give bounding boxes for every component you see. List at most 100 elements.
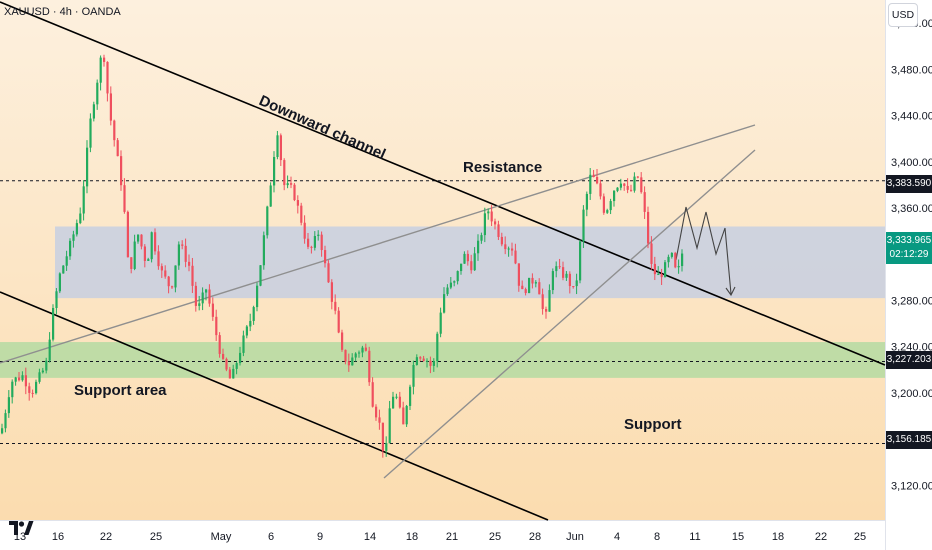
candle-body (317, 234, 320, 237)
bullish-candle (262, 231, 265, 270)
bullish-candle (473, 247, 476, 271)
bullish-candle (14, 376, 17, 386)
candle-body (371, 382, 374, 407)
bullish-candle (388, 400, 391, 444)
tradingview-logo-icon[interactable] (8, 519, 34, 537)
support-trendline[interactable] (383, 149, 756, 479)
bullish-candle (528, 277, 531, 294)
time-tick-label: 25 (489, 531, 501, 543)
bullish-candle (667, 254, 670, 268)
candle-body (426, 360, 429, 362)
candle-body (201, 292, 204, 304)
bearish-candle (653, 256, 656, 281)
candle-body (368, 350, 371, 383)
bullish-candle (534, 280, 537, 288)
bullish-candle (619, 178, 622, 191)
candle-body (249, 320, 252, 327)
bullish-candle (412, 360, 415, 395)
candle-body (45, 360, 48, 371)
candle-body (388, 408, 391, 444)
bearish-candle (218, 332, 221, 358)
candle-body (456, 271, 459, 282)
candle-body (449, 282, 452, 288)
bullish-candle (133, 234, 136, 271)
candle-body (381, 422, 384, 451)
candle-body (109, 93, 112, 121)
candle-body (327, 263, 330, 283)
bearish-candle (130, 257, 133, 274)
bullish-candle (351, 353, 354, 366)
price-tick-label: 3,200.000 (891, 388, 932, 400)
candle-body (636, 176, 639, 178)
candle-body (191, 265, 194, 286)
candle-body (89, 118, 92, 148)
bearish-candle (490, 205, 493, 227)
bullish-candle (198, 295, 201, 311)
candle-body (11, 381, 14, 398)
bullish-candle (439, 307, 442, 338)
candle-body (616, 187, 619, 191)
candle-body (606, 210, 609, 213)
bearish-candle (188, 254, 191, 272)
candle-body (674, 252, 677, 268)
candle-body (568, 273, 571, 287)
candle-body (120, 156, 123, 186)
channel-upper-line[interactable] (0, 1, 886, 366)
bearish-candle (171, 285, 174, 289)
candle-body (609, 201, 612, 211)
resistance-trendline[interactable] (0, 124, 756, 364)
candle-body (460, 263, 463, 272)
bullish-candle (58, 272, 61, 294)
candle-body (266, 206, 269, 236)
bearish-candle (123, 178, 126, 214)
candle-body (21, 375, 24, 381)
candle-body (198, 303, 201, 306)
candle-body (551, 271, 554, 291)
candle-body (252, 307, 255, 321)
candle-body (514, 250, 517, 264)
bearish-candle (143, 244, 146, 268)
bearish-candle (28, 382, 31, 401)
bearish-candle (660, 268, 663, 286)
candle-body (157, 251, 160, 267)
channel-lower-line[interactable] (0, 291, 549, 521)
candle-body (531, 277, 534, 284)
candle-body (300, 205, 303, 223)
bullish-candle (276, 130, 279, 160)
bullish-candle (616, 187, 619, 193)
candle-body (38, 372, 41, 382)
bullish-candle (242, 330, 245, 357)
bullish-candle (52, 304, 55, 342)
candle-body (392, 396, 395, 409)
bearish-candle (116, 138, 119, 157)
bearish-candle (500, 232, 503, 247)
resistance-zone (55, 226, 885, 299)
bullish-candle (443, 287, 446, 314)
candle-body (208, 289, 211, 304)
bullish-candle (633, 172, 636, 193)
candle-body (184, 245, 187, 262)
bearish-candle (181, 240, 184, 250)
bar-countdown: 02:12:29 (889, 249, 929, 260)
candle-body (422, 358, 425, 361)
bullish-candle (7, 390, 10, 418)
currency-button[interactable]: USD (888, 3, 918, 27)
bearish-candle (140, 234, 143, 250)
candle-body (283, 160, 286, 186)
bearish-candle (364, 343, 367, 352)
time-tick-label: 16 (52, 531, 64, 543)
candle-body (18, 377, 21, 381)
candle-body (354, 353, 357, 358)
candle-body (273, 156, 276, 186)
candle-body (310, 246, 313, 248)
projection-path[interactable] (675, 206, 732, 295)
candle-body (228, 369, 231, 379)
bearish-candle (228, 366, 231, 379)
bearish-candle (514, 243, 517, 265)
bearish-candle (521, 280, 524, 290)
candle-body (630, 189, 633, 191)
candle-body (188, 261, 191, 266)
drawing-lines[interactable] (0, 1, 886, 521)
candle-body (58, 273, 61, 292)
